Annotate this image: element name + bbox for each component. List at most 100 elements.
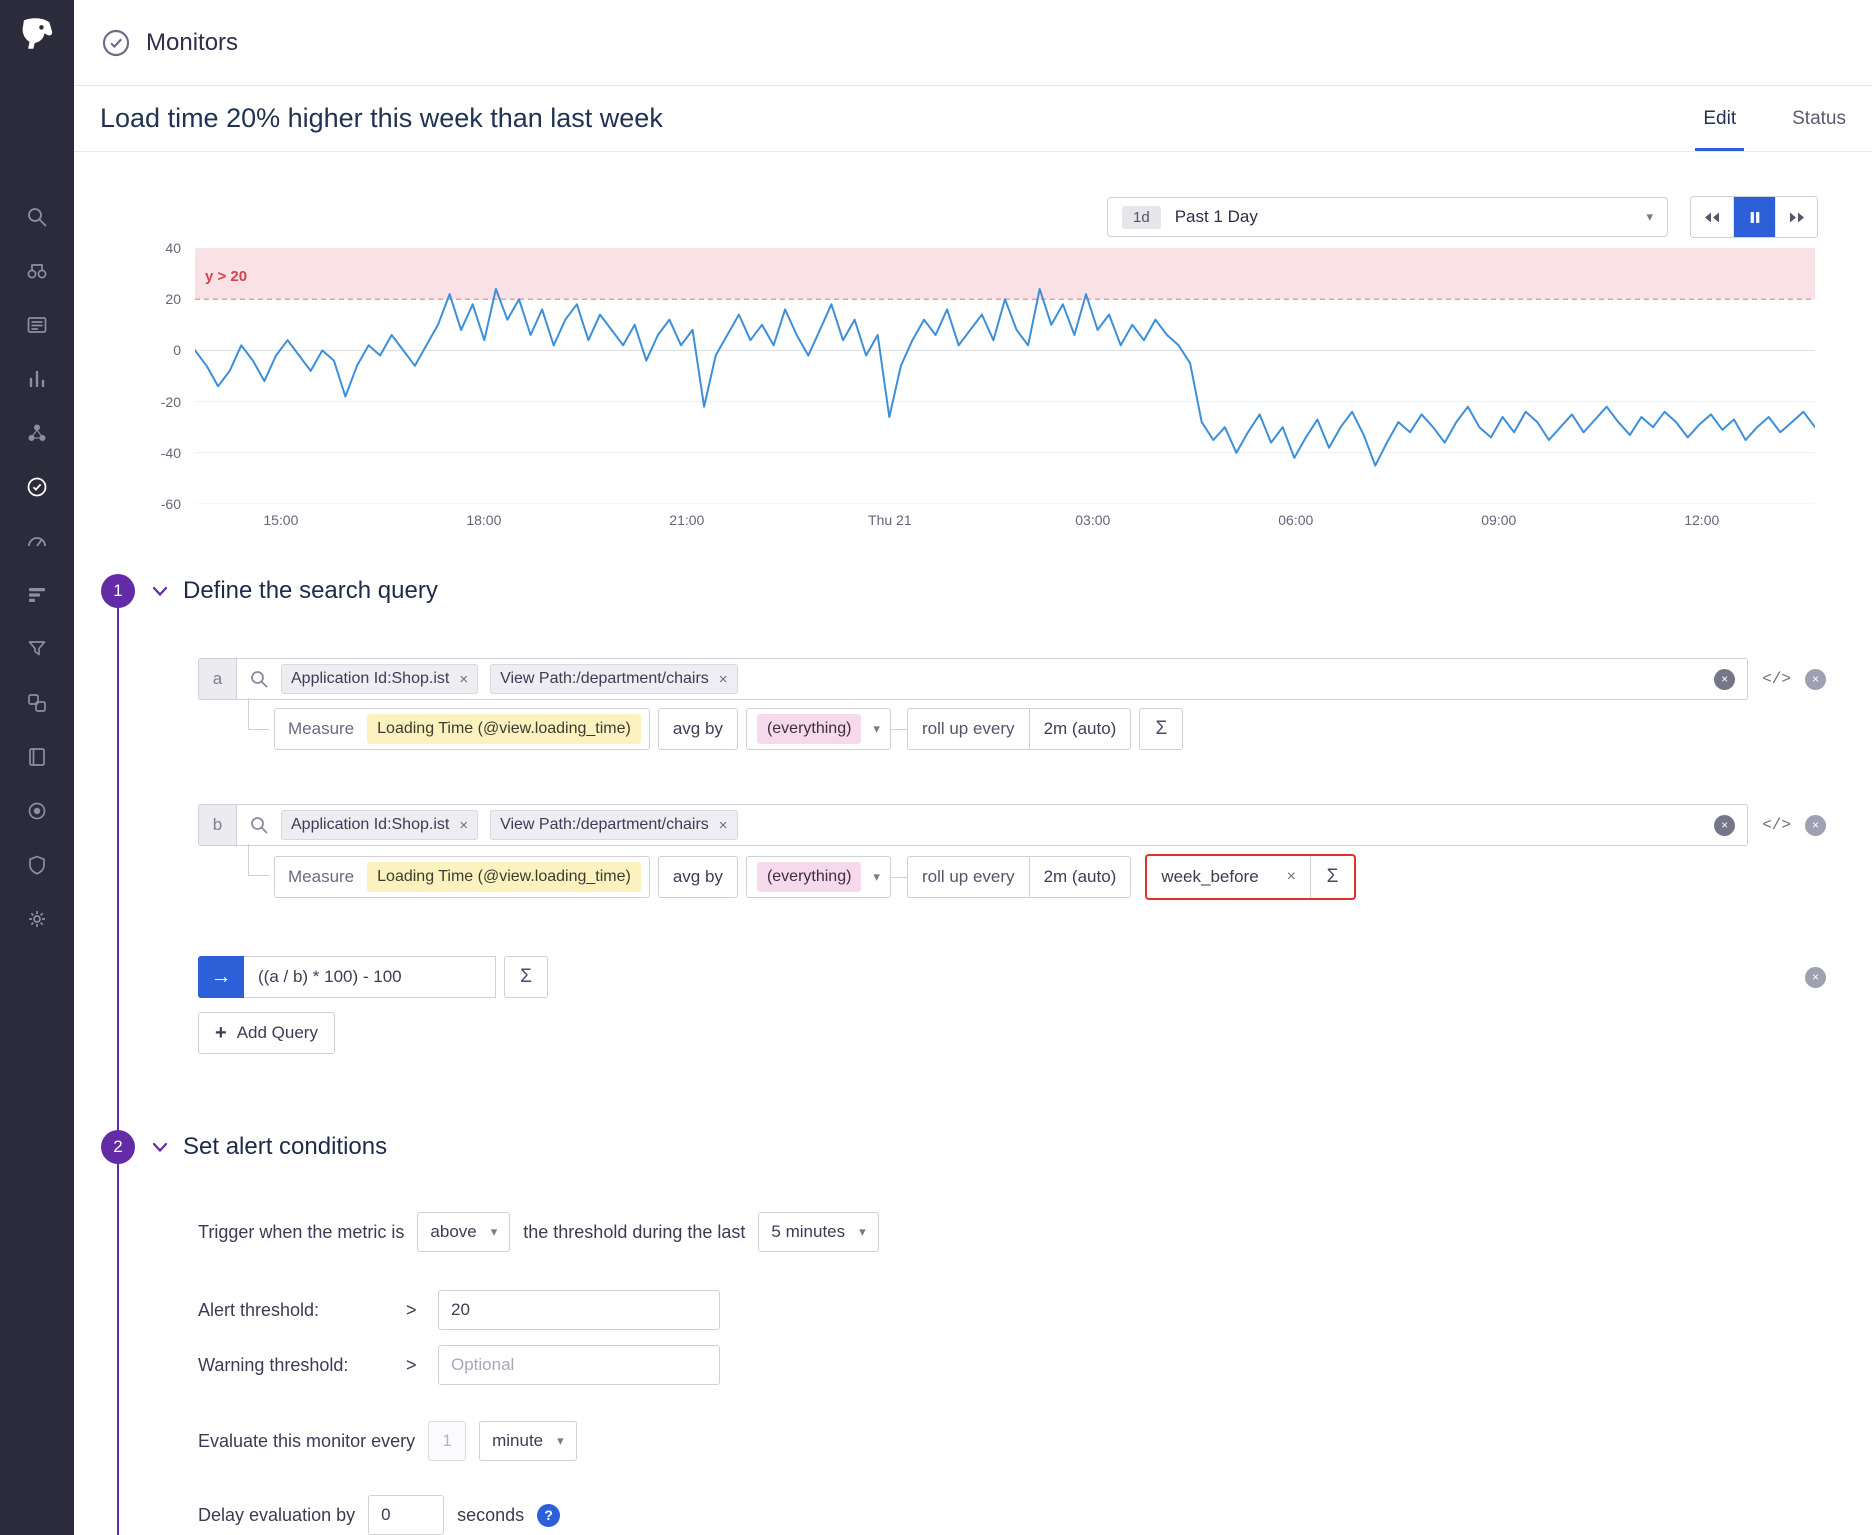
x-tick-label: 21:00	[669, 512, 705, 528]
remove-formula-icon[interactable]: ×	[1805, 966, 1826, 988]
clear-query-icon[interactable]: ×	[1714, 814, 1736, 836]
query-b-search-input[interactable]: Application Id:Shop.ist × View Path:/depa…	[236, 804, 1749, 846]
trigger-text-middle: the threshold during the last	[523, 1221, 746, 1242]
trigger-condition-row: Trigger when the metric is above ▾ the t…	[198, 1212, 1826, 1252]
rollup-value[interactable]: 2m (auto)	[1028, 709, 1131, 749]
remove-tag-icon[interactable]: ×	[459, 816, 469, 834]
rollup-group[interactable]: roll up every 2m (auto)	[906, 708, 1132, 750]
rollup-value[interactable]: 2m (auto)	[1028, 857, 1131, 897]
time-range-select[interactable]: 1d Past 1 Day ▾	[1107, 197, 1668, 237]
rewind-button[interactable]	[1691, 197, 1733, 237]
main-content: Monitors Load time 20% higher this week …	[74, 0, 1872, 1535]
add-query-button[interactable]: + Add Query	[198, 1012, 335, 1054]
infrastructure-icon[interactable]	[24, 420, 50, 446]
help-icon[interactable]: ?	[537, 1503, 561, 1527]
warning-threshold-input[interactable]	[438, 1345, 720, 1385]
collapse-chevron-icon[interactable]	[152, 1142, 168, 1153]
alert-threshold-label: Alert threshold:	[198, 1299, 320, 1320]
clear-query-icon[interactable]: ×	[1714, 668, 1736, 690]
group-by-selector[interactable]: (everything) ▾	[745, 708, 891, 750]
evaluate-unit-value: minute	[492, 1431, 544, 1450]
collapse-chevron-icon[interactable]	[152, 586, 168, 597]
notebooks-icon[interactable]	[24, 744, 50, 770]
forward-button[interactable]	[1775, 197, 1817, 237]
pause-button[interactable]	[1733, 197, 1775, 237]
metrics-icon[interactable]	[24, 366, 50, 392]
apm-icon[interactable]	[24, 582, 50, 608]
sigma-function-button[interactable]: Σ	[504, 956, 548, 998]
group-by-selector[interactable]: (everything) ▾	[745, 856, 891, 898]
warning-threshold-comparator: >	[406, 1354, 417, 1375]
filter-tag[interactable]: Application Id:Shop.ist ×	[281, 664, 479, 694]
formula-input[interactable]: ((a / b) * 100) - 100	[244, 956, 496, 998]
filter-tag-label: View Path:/department/chairs	[500, 816, 709, 833]
timeshift-highlight-box: week_before × Σ	[1145, 854, 1356, 900]
evaluate-unit-select[interactable]: minute ▾	[479, 1421, 577, 1461]
step2-body: Trigger when the metric is above ▾ the t…	[74, 1212, 1872, 1535]
trigger-operator-select[interactable]: above ▾	[417, 1212, 511, 1252]
settings-icon[interactable]	[24, 906, 50, 932]
y-tick-label: 0	[173, 342, 181, 359]
trigger-text-before: Trigger when the metric is	[198, 1221, 405, 1242]
events-icon[interactable]	[24, 312, 50, 338]
add-query-label: Add Query	[236, 1023, 318, 1042]
top-header: Monitors	[74, 0, 1872, 86]
x-tick-label: 18:00	[466, 512, 502, 528]
time-range-badge: 1d	[1122, 205, 1161, 229]
metric-chip[interactable]: Loading Time (@view.loading_time)	[367, 714, 641, 744]
synthetics-icon[interactable]	[24, 798, 50, 824]
query-a-search-input[interactable]: Application Id:Shop.ist × View Path:/depa…	[236, 658, 1749, 700]
monitors-icon[interactable]	[24, 474, 50, 500]
remove-tag-icon[interactable]: ×	[718, 816, 728, 834]
datadog-logo-icon[interactable]	[14, 12, 60, 58]
query-row-b: b Application Id:Shop.ist × View Path:/de…	[198, 804, 1826, 846]
aggregation-selector[interactable]: avg by	[657, 856, 738, 898]
tab-edit[interactable]: Edit	[1695, 86, 1744, 151]
trigger-window-select[interactable]: 5 minutes ▾	[758, 1212, 879, 1252]
alert-threshold-input[interactable]	[438, 1290, 720, 1330]
sidebar-nav	[24, 204, 50, 932]
remove-timeshift-icon[interactable]: ×	[1286, 868, 1296, 885]
watchdog-icon[interactable]	[24, 258, 50, 284]
rollup-group[interactable]: roll up every 2m (auto)	[906, 856, 1132, 898]
formula-arrow-button[interactable]: →	[198, 956, 244, 998]
filter-tag[interactable]: View Path:/department/chairs ×	[490, 664, 738, 694]
delay-seconds-input[interactable]	[368, 1495, 445, 1535]
integrations-icon[interactable]	[24, 690, 50, 716]
tab-status[interactable]: Status	[1792, 107, 1846, 129]
timeshift-value: week_before	[1161, 867, 1259, 886]
plus-icon: +	[215, 1021, 227, 1044]
evaluate-interval-input[interactable]	[428, 1421, 467, 1461]
filter-tag[interactable]: Application Id:Shop.ist ×	[281, 810, 479, 840]
remove-tag-icon[interactable]: ×	[718, 670, 728, 688]
chevron-down-icon: ▾	[873, 869, 880, 884]
x-tick-label: Thu 21	[868, 512, 912, 528]
code-view-icon[interactable]: </>	[1762, 670, 1791, 688]
remove-query-icon[interactable]: ×	[1805, 668, 1826, 690]
timeshift-input[interactable]: week_before ×	[1147, 856, 1310, 898]
remove-query-icon[interactable]: ×	[1805, 814, 1826, 836]
sigma-function-button[interactable]: Σ	[1139, 708, 1184, 750]
security-icon[interactable]	[24, 852, 50, 878]
sigma-function-button[interactable]: Σ	[1310, 856, 1354, 898]
page-title: Monitors	[146, 28, 239, 56]
remove-tag-icon[interactable]: ×	[459, 670, 469, 688]
aggregation-selector[interactable]: avg by	[657, 708, 738, 750]
x-tick-label: 15:00	[263, 512, 299, 528]
step-alert-conditions: 2 Set alert conditions Trigger when the …	[74, 1130, 1872, 1535]
logs-icon[interactable]	[24, 636, 50, 662]
connector-line	[890, 876, 907, 878]
chart-plot-area[interactable]: y > 20	[195, 248, 1815, 504]
filter-tag-label: Application Id:Shop.ist	[291, 816, 450, 833]
code-view-icon[interactable]: </>	[1762, 816, 1791, 834]
rollup-label: roll up every	[921, 719, 1015, 738]
filter-tag-label: View Path:/department/chairs	[500, 670, 709, 687]
filter-tag[interactable]: View Path:/department/chairs ×	[490, 810, 738, 840]
step2-number-badge: 2	[101, 1130, 135, 1164]
query-letter-b: b	[198, 804, 236, 846]
threshold-settings: Alert threshold: > Warning threshold: >	[198, 1290, 1826, 1385]
metric-chip[interactable]: Loading Time (@view.loading_time)	[367, 862, 641, 892]
dashboards-icon[interactable]	[24, 528, 50, 554]
chart-controls: 1d Past 1 Day ▾	[74, 196, 1818, 238]
search-icon[interactable]	[24, 204, 50, 230]
